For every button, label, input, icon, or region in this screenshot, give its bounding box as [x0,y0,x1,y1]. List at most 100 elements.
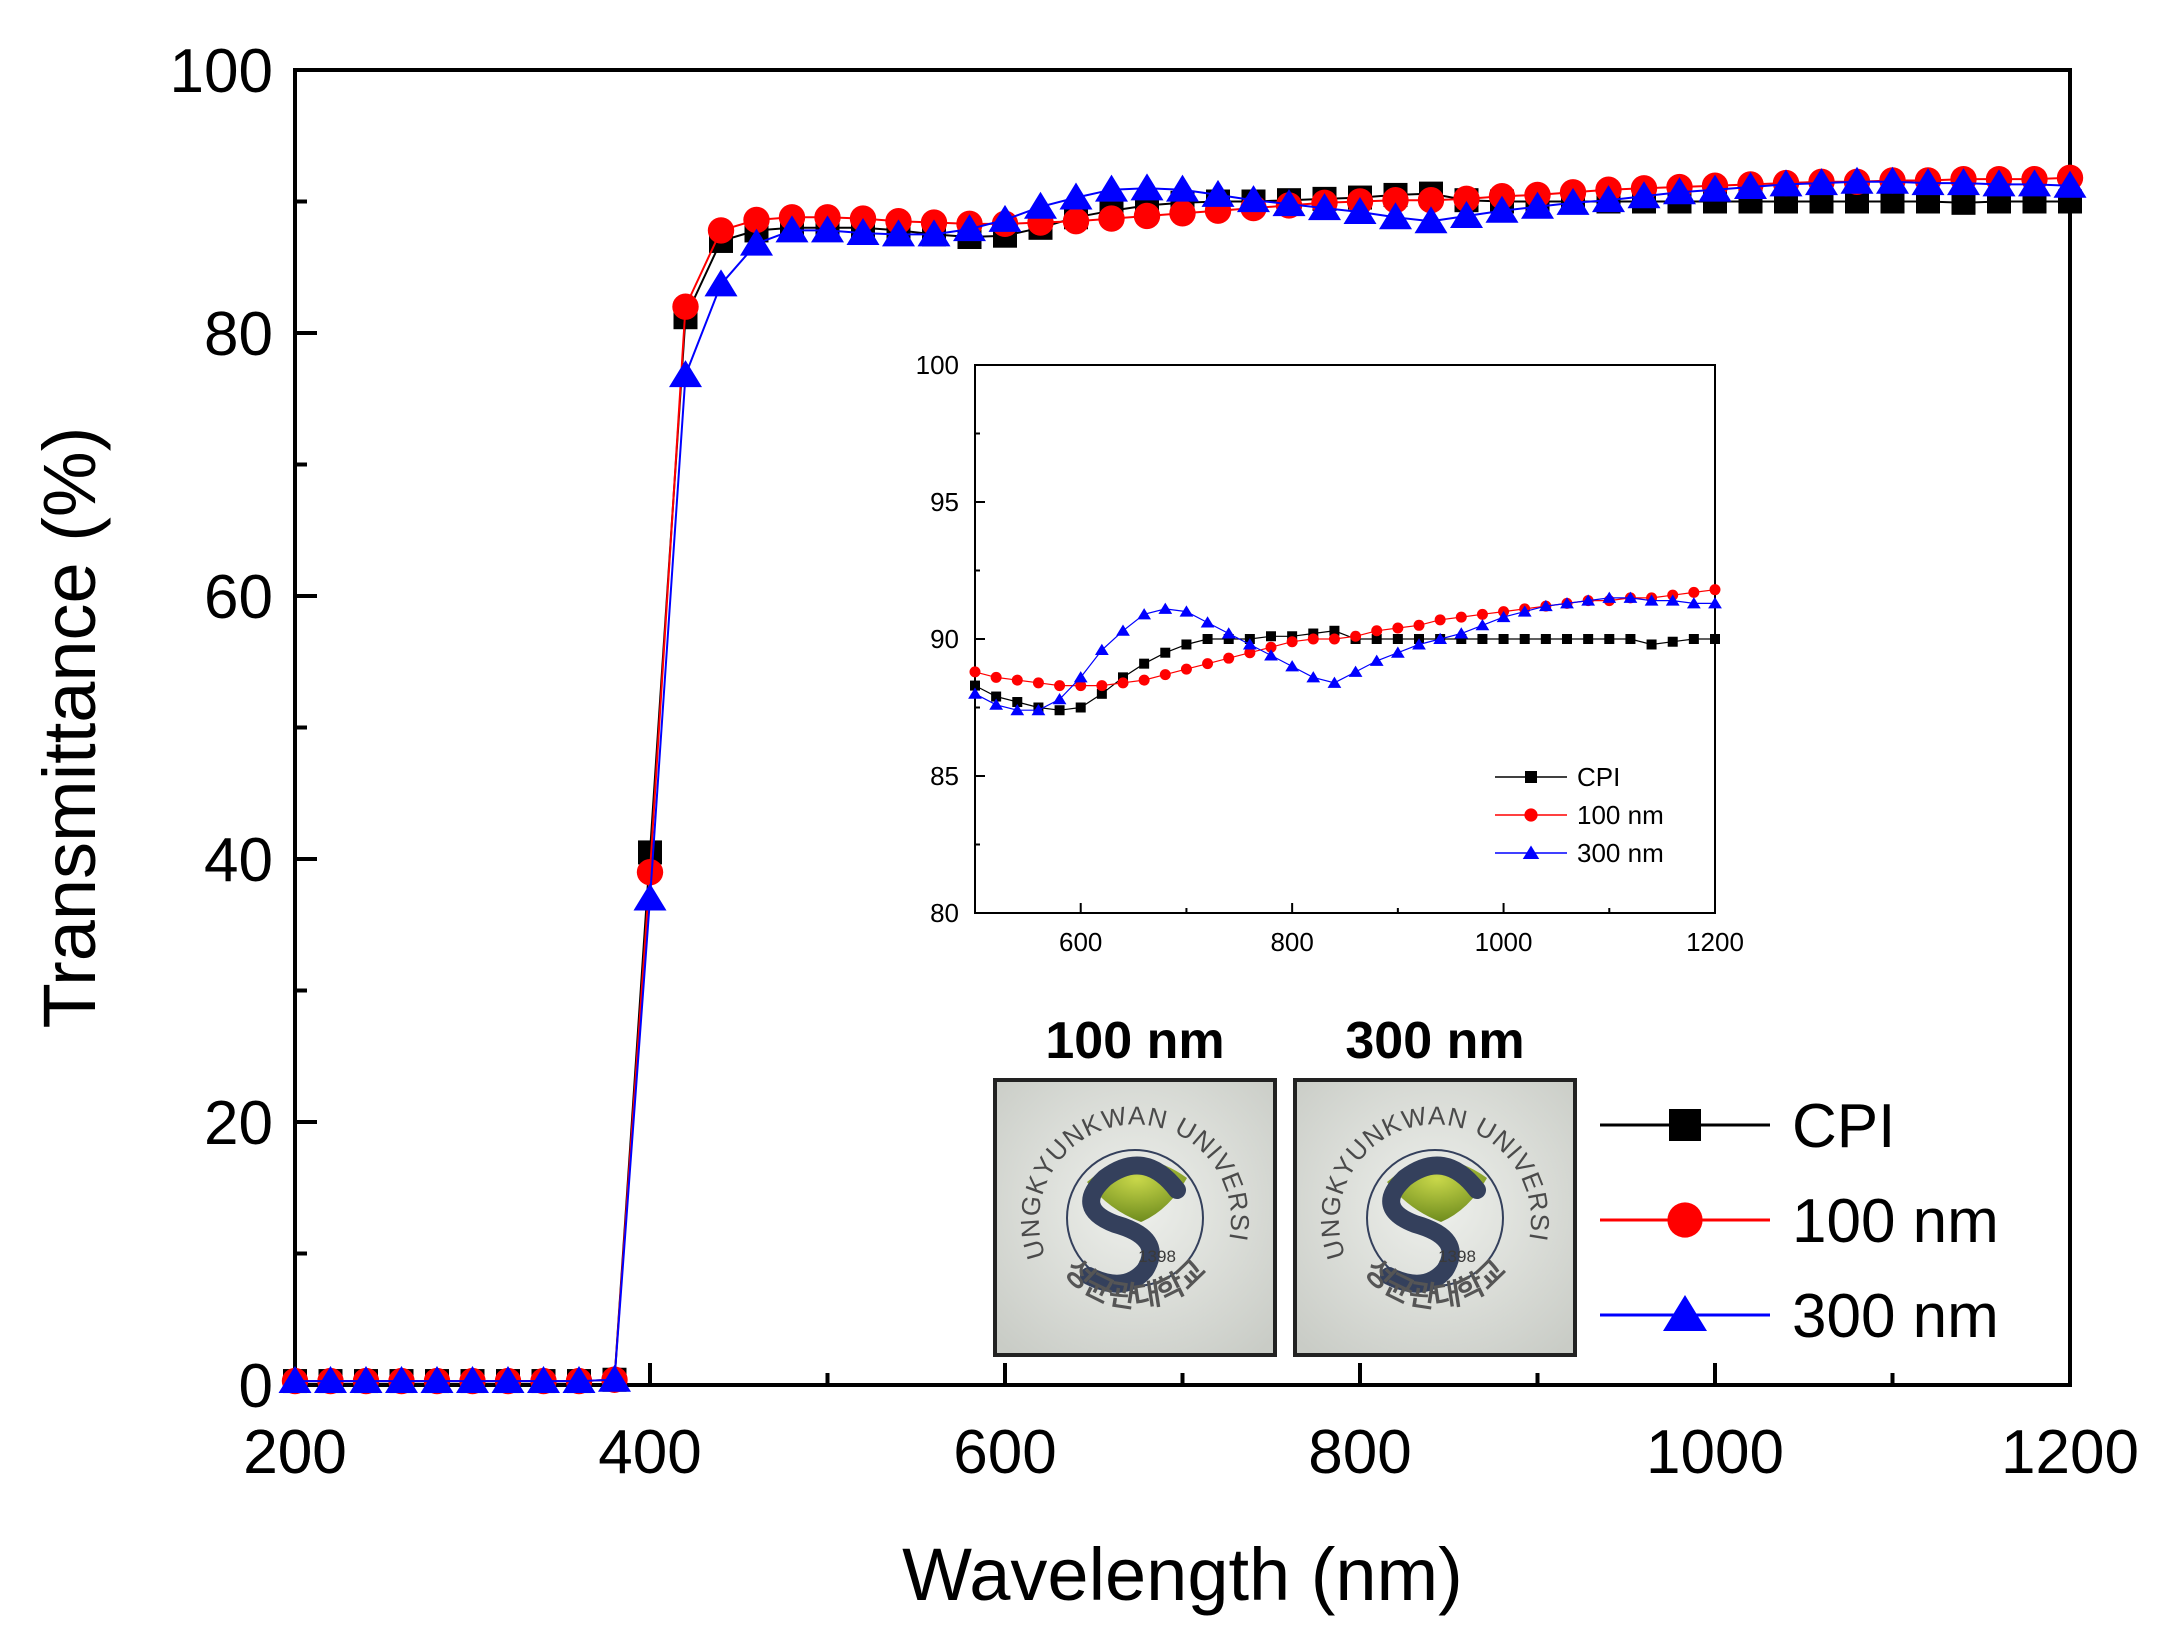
data-point [1556,187,1590,215]
data-point [1453,185,1480,213]
inset-legend-entry: CPI [1495,762,1620,792]
data-point [1390,646,1405,658]
main-legend-label: 300 nm [1792,1282,1999,1351]
main-y-tick-label: 60 [204,563,273,632]
data-point [1202,658,1214,670]
main-y-tick-label: 40 [204,826,273,895]
main-x-tick-label: 600 [953,1418,1056,1487]
data-point [1116,624,1130,636]
data-point [1272,189,1306,217]
data-point [811,215,844,243]
data-point [970,680,980,691]
photo-100nm: 100 nm SUNGKYUNKWAN UNIVERSITY 1398 성균관대… [993,1012,1277,1357]
main-y-tick-label: 100 [170,37,273,106]
data-point [1623,591,1638,603]
data-point [527,1366,560,1394]
data-point [1266,631,1276,642]
data-point [1011,674,1023,686]
data-point [1075,702,1086,713]
data-point [1708,597,1722,609]
data-point [1769,169,1803,197]
data-point [1180,663,1192,675]
data-point [1329,625,1340,636]
data-point [1392,634,1403,644]
data-point [1392,622,1404,634]
data-point [1327,676,1342,688]
inset-x-tick-label: 1200 [1686,927,1744,957]
main-legend-entry: 100 nm [1600,1187,1999,1256]
main-y-tick-label: 80 [204,300,273,369]
inset-y-tick-label: 90 [930,624,959,654]
data-point [704,269,738,297]
data-point [562,1366,596,1394]
data-point [1307,633,1319,645]
data-point [1286,636,1298,648]
data-point [743,206,770,234]
main-x-tick-label: 1200 [2001,1418,2139,1487]
data-point [1414,206,1448,234]
data-point [1517,605,1532,617]
inset-plot: 600 800 1000 1200 80 85 90 95 100 CPI 100 nm 300 nm [916,350,1744,957]
data-point [1369,654,1384,666]
data-point [1179,605,1194,617]
data-point [1450,200,1483,228]
data-point [1434,614,1446,626]
data-point [1166,174,1199,202]
seal-year: 1398 [1138,1247,1176,1266]
data-point [1686,597,1701,609]
data-point [1328,633,1340,645]
main-legend-label: 100 nm [1792,1187,1999,1256]
data-point [1285,660,1300,672]
inset-y-tick-label: 80 [930,898,959,928]
data-point [1062,208,1090,235]
main-y-axis-title: Transmittance (%) [28,427,111,1029]
main-x-axis-title: Wavelength (nm) [902,1533,1463,1616]
data-point [1581,594,1596,606]
data-point [1379,202,1412,230]
data-point [1688,634,1699,644]
data-point [1031,703,1046,716]
data-point [1625,634,1636,644]
data-point [1054,680,1066,692]
data-point [1096,688,1107,699]
data-point [1583,634,1594,644]
data-point [1456,634,1467,644]
data-point [1159,669,1171,681]
data-point [2018,169,2051,197]
data-point [1455,611,1467,623]
main-y-tick-label: 0 [239,1352,273,1421]
seal-s-shape [1080,1156,1186,1293]
data-point [1667,636,1678,647]
main-legend-label: CPI [1792,1092,1895,1161]
data-point [1698,174,1732,202]
data-point [1734,172,1767,200]
data-point [1010,703,1025,716]
data-point [1169,200,1196,227]
data-point [1137,608,1152,620]
inset-series-300-nm [968,591,1722,716]
data-point [1223,634,1234,644]
main-x-tick-label: 800 [1308,1418,1411,1487]
data-point [1237,185,1270,213]
data-point [1947,168,1980,196]
data-point [1130,173,1164,201]
data-point [1412,638,1426,650]
data-point [989,698,1004,710]
inset-y-tick-label: 85 [930,761,959,791]
data-point [1485,195,1519,223]
data-point [1454,627,1469,639]
data-point [669,360,702,388]
data-point [598,1364,631,1392]
data-point [1382,186,1409,214]
data-point [1012,697,1023,708]
data-point [1627,181,1661,209]
data-point [1242,638,1257,650]
data-point [1876,166,1909,194]
data-point [740,228,773,256]
legend-marker [1524,808,1538,822]
data-point [1982,169,2016,197]
data-point [1343,197,1377,225]
main-legend: CPI 100 nm 300 nm [1600,1092,1999,1351]
data-point [1413,619,1425,631]
